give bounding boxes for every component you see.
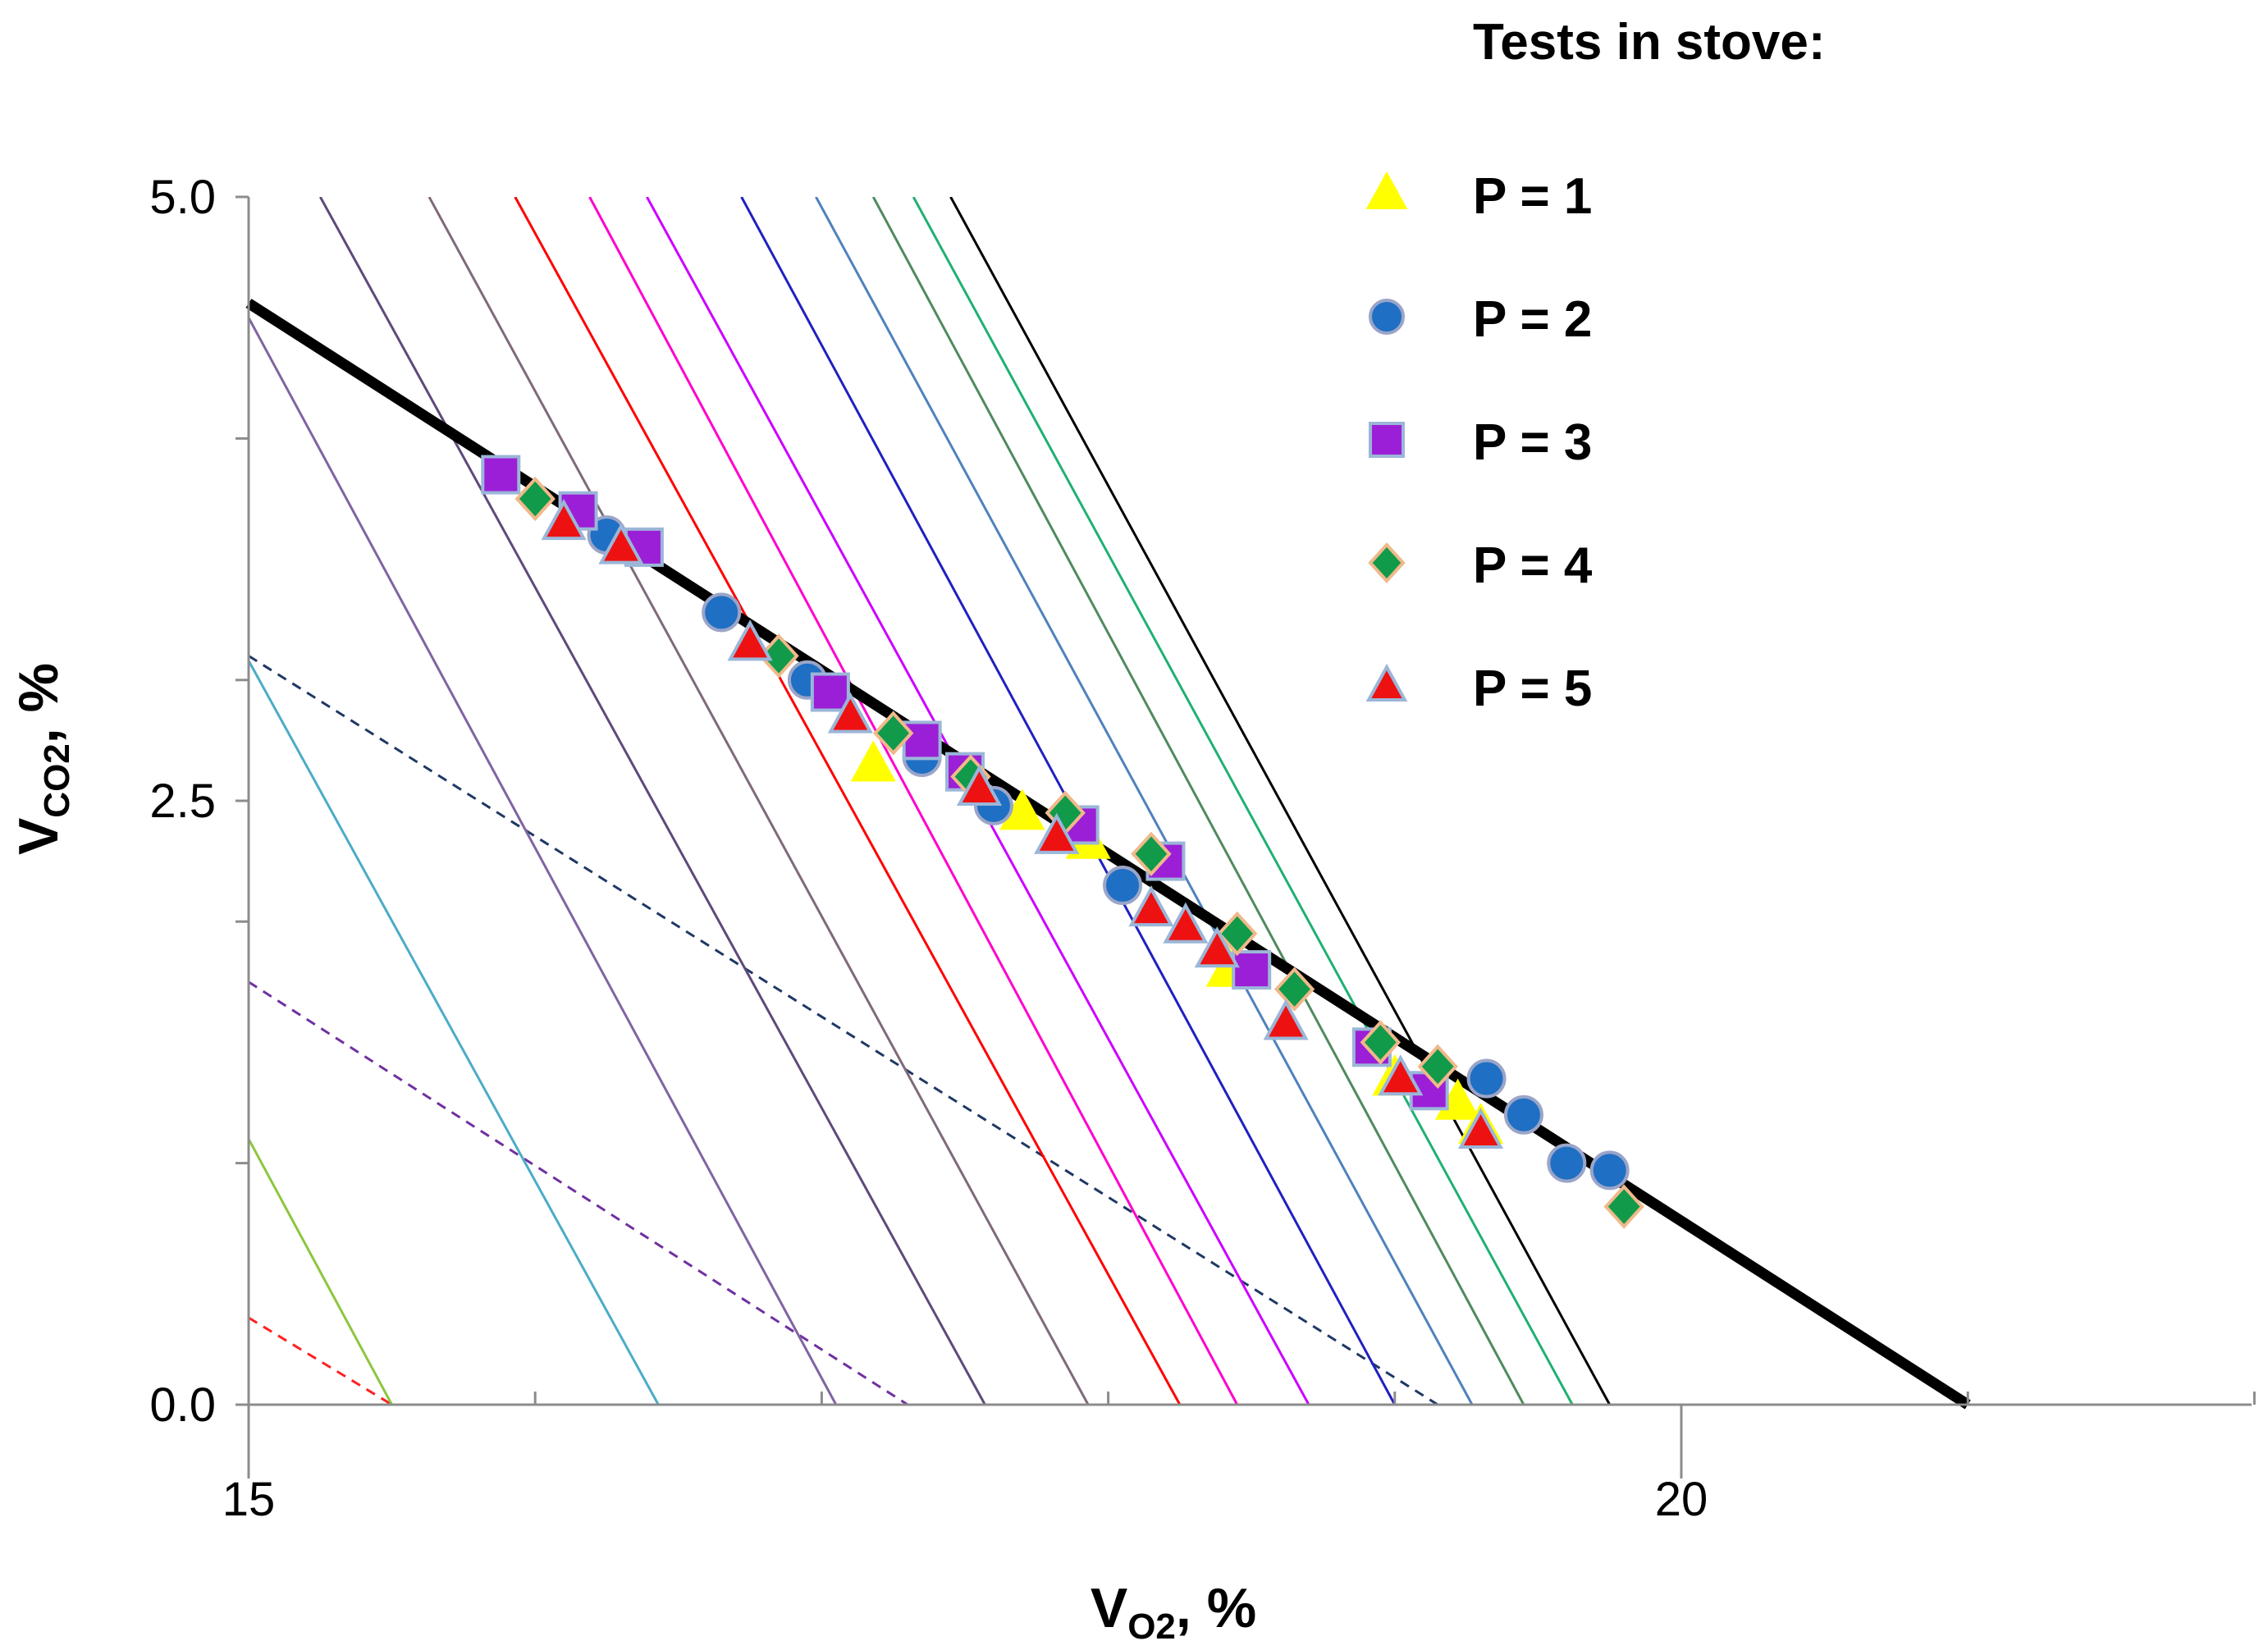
data-point (727, 619, 773, 661)
x-axis-title: VO2, % (1091, 1577, 1256, 1647)
legend-marker (1365, 663, 1408, 702)
legend-entry-p3: P = 3 (1369, 414, 1592, 471)
legend-label: P = 5 (1473, 660, 1592, 717)
reference-line-14 (871, 197, 1525, 1405)
data-point (514, 476, 556, 522)
legend-entry-p1: P = 1 (1365, 168, 1592, 225)
data-point (1163, 902, 1209, 944)
data-point (827, 692, 873, 734)
data-point (1263, 999, 1309, 1040)
data-point (850, 740, 896, 782)
reference-line-15 (912, 197, 1574, 1405)
reference-line-8 (428, 197, 1090, 1405)
reference-line-family (249, 197, 1612, 1405)
y-axis-title-main: V (7, 818, 70, 855)
data-point (1034, 812, 1080, 854)
x-axis-title-sub: O2 (1127, 1607, 1176, 1647)
data-point (481, 455, 521, 495)
legend-marker (1369, 299, 1405, 335)
x-axis-title-main: V (1091, 1577, 1127, 1639)
x-axis-title-unit: , % (1176, 1577, 1256, 1639)
data-point (1194, 926, 1240, 968)
reference-line-5 (249, 660, 660, 1405)
data-point (1589, 1150, 1630, 1191)
data-point (1128, 885, 1174, 927)
series-p2 (587, 515, 1630, 1191)
legend-marker (1369, 422, 1405, 458)
reference-line-6 (249, 317, 838, 1405)
legend-entry-p5: P = 5 (1365, 660, 1592, 717)
data-point (1273, 967, 1315, 1012)
reference-line-16 (949, 197, 1612, 1405)
reference-line-4 (249, 655, 1438, 1405)
data-series-group (481, 455, 1644, 1229)
data-point (1503, 1095, 1543, 1135)
data-point (1217, 911, 1258, 957)
reference-line-9 (514, 197, 1182, 1405)
reference-line-2 (249, 1138, 393, 1405)
y-axis-title-unit: , % (7, 663, 70, 743)
y-tick-label: 2.5 (149, 775, 216, 828)
y-axis-title-sub: CO2 (37, 743, 77, 817)
reference-line-3 (249, 980, 908, 1405)
legend-title: Tests in stove: (1473, 14, 1826, 71)
legend-entry-p4: P = 4 (1368, 537, 1593, 594)
y-axis-title: VCO2, % (7, 663, 77, 855)
reference-line-7 (318, 197, 986, 1405)
reference-line-1 (249, 1316, 393, 1405)
legend-label: P = 4 (1473, 537, 1593, 594)
axes: 0.0 2.5 5.0 15 20 (149, 171, 2256, 1526)
data-point (1232, 950, 1272, 990)
y-tick-label: 5.0 (149, 171, 216, 224)
data-point (1547, 1143, 1587, 1183)
legend: Tests in stove: P = 1 P = 2 P = 3 P = 4 P = … (1365, 14, 1826, 717)
series-p4 (514, 476, 1644, 1229)
legend-label: P = 2 (1473, 291, 1592, 348)
data-point (1360, 1020, 1401, 1065)
legend-entry-p2: P = 2 (1369, 291, 1592, 348)
series-p5 (541, 498, 1504, 1150)
data-point (956, 764, 1003, 806)
legend-marker (1368, 542, 1406, 583)
legend-marker (1365, 171, 1408, 209)
data-point (541, 498, 587, 541)
data-point (810, 672, 850, 712)
legend-label: P = 3 (1473, 414, 1592, 471)
data-point (1457, 1107, 1504, 1150)
data-point (1103, 866, 1143, 906)
data-point (702, 592, 742, 633)
data-point (758, 633, 799, 679)
reference-line-10 (588, 197, 1239, 1405)
data-point (1466, 1058, 1507, 1099)
data-point (1378, 1054, 1424, 1096)
y-tick-label: 0.0 (149, 1378, 216, 1432)
data-point (872, 711, 914, 756)
reference-line-13 (815, 197, 1474, 1405)
x-tick-label: 15 (222, 1473, 276, 1526)
legend-label: P = 1 (1473, 168, 1592, 225)
axis-titles: VO2, % VCO2, % (7, 663, 1256, 1647)
data-point (902, 720, 942, 761)
x-tick-label: 20 (1655, 1473, 1708, 1526)
data-point (598, 523, 644, 564)
data-point (1131, 831, 1172, 876)
data-point (1417, 1044, 1458, 1090)
data-point (1603, 1184, 1644, 1229)
